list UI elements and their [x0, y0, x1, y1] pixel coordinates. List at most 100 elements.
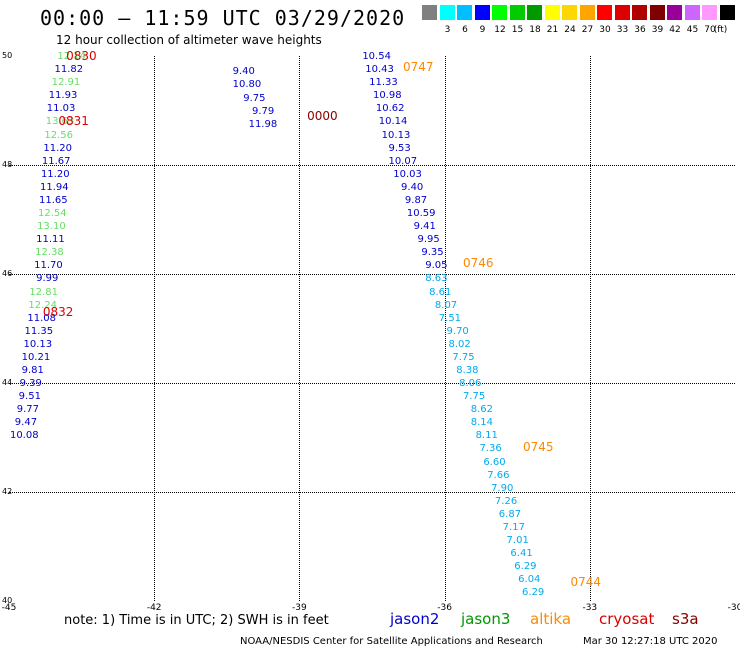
- color-scale-swatch: [474, 5, 490, 20]
- wave-height-value: 11.20: [40, 168, 70, 180]
- wave-height-value: 10.14: [378, 116, 408, 128]
- wave-height-value: 9.39: [19, 378, 42, 390]
- wave-height-value: 7.26: [494, 495, 518, 507]
- wave-height-value: 9.05: [425, 260, 448, 272]
- color-scale-swatch: [684, 5, 700, 20]
- wave-height-value: 9.40: [401, 181, 424, 193]
- wave-height-value: 13.10: [37, 221, 66, 233]
- color-scale-swatch: [632, 5, 647, 20]
- wave-height-value: 9.53: [388, 142, 411, 154]
- longitude-tick-label: -30: [727, 603, 740, 613]
- wave-height-value: 8.07: [434, 299, 458, 311]
- wave-height-value: 9.77: [16, 404, 39, 416]
- pass-time-label: 0744: [570, 575, 601, 590]
- wave-height-value: 8.38: [456, 365, 479, 376]
- wave-height-value: 12.56: [44, 129, 73, 141]
- wave-height-value: 12.54: [38, 208, 67, 220]
- latitude-tick-label: 40: [2, 596, 13, 605]
- wave-height-value: 11.03: [46, 103, 76, 115]
- wave-height-value: 8.62: [470, 404, 493, 416]
- color-scale-tick: 15: [511, 25, 524, 35]
- wave-height-value: 10.59: [406, 208, 436, 220]
- longitude-grid-line: [444, 56, 446, 601]
- wave-height-value: 9.99: [36, 273, 59, 285]
- wave-height-value: 7.17: [502, 521, 525, 533]
- wave-height-value: 7.66: [487, 469, 510, 481]
- color-scale-tick: 45: [686, 25, 699, 35]
- wave-height-value: 11.08: [27, 312, 57, 324]
- wave-height-value: 11.82: [54, 64, 84, 76]
- color-scale-tick: 6: [462, 25, 468, 35]
- color-scale-tick: 24: [564, 25, 576, 35]
- longitude-grid-line: [154, 56, 156, 601]
- wave-height-value: 10.98: [372, 90, 402, 102]
- legend-item-jason3: jason3: [461, 610, 511, 628]
- wave-height-value: 10.13: [381, 129, 411, 141]
- wave-height-value: 10.07: [388, 155, 418, 167]
- longitude-tick-label: -42: [146, 603, 162, 613]
- color-scale-swatch: [544, 5, 560, 20]
- wave-height-value: 7.51: [438, 312, 462, 324]
- color-scale-swatch: [457, 5, 472, 20]
- wave-height-value: 10.54: [362, 51, 391, 63]
- wave-height-value: 8.61: [429, 286, 452, 298]
- color-scale-swatch: [614, 5, 630, 20]
- longitude-grid-line: [589, 56, 591, 601]
- page-title: 00:00 – 11:59 UTC 03/29/2020: [40, 6, 406, 30]
- latitude-grid-line: [9, 274, 735, 275]
- color-scale-tick: 42: [669, 25, 681, 35]
- wave-height-value: 11.98: [248, 118, 278, 130]
- wave-height-map: -45 -42 -39 -36 -33 -30 40 42 44 46 48 50 12.14 11.82…: [2, 49, 740, 613]
- wave-height-value: 9.87: [404, 194, 428, 206]
- pass-time-label: 0832: [42, 305, 74, 320]
- wave-height-value: 6.04: [518, 574, 541, 586]
- legend-item-altika: altika: [530, 610, 572, 628]
- wave-height-value: 8.02: [448, 338, 471, 350]
- wave-height-value: 7.01: [506, 535, 529, 547]
- color-scale-swatch: [492, 5, 507, 20]
- longitude-grid-line: [299, 56, 301, 601]
- wave-height-value: 12.24: [28, 299, 57, 311]
- legend-item-s3a: s3a: [672, 610, 699, 628]
- color-scale-unit: (ft): [713, 25, 728, 35]
- latitude-tick-label: 46: [2, 269, 13, 278]
- wave-height-value: 10.43: [365, 64, 394, 76]
- wave-height-value: 6.29: [522, 587, 545, 599]
- wave-height-value: 11.93: [48, 90, 78, 102]
- wave-height-value: 13.63: [45, 116, 75, 128]
- wave-height-value: 10.21: [21, 351, 51, 363]
- wave-height-value: 8.14: [470, 417, 493, 429]
- wave-height-value: 9.95: [417, 234, 440, 246]
- wave-height-value: 7.36: [479, 443, 502, 455]
- page-subtitle: 12 hour collection of altimeter wave hei…: [56, 33, 322, 47]
- wave-height-value: 11.65: [39, 194, 68, 206]
- wave-height-value: 11.70: [34, 260, 63, 272]
- latitude-tick-label: 50: [2, 51, 13, 60]
- color-scale-swatch: [527, 5, 542, 20]
- color-scale-tick: 39: [651, 25, 664, 35]
- wave-height-value: 10.08: [9, 430, 39, 442]
- color-scale-tick: 70: [704, 25, 716, 35]
- color-scale-tick: 3: [444, 25, 451, 35]
- pass-time-label: 0831: [58, 114, 89, 129]
- wave-height-value: 9.70: [446, 325, 469, 337]
- color-scale-tick: 36: [634, 25, 646, 35]
- color-scale-swatch: [667, 5, 682, 20]
- wave-height-value: 8.11: [475, 430, 498, 442]
- color-scale-swatch: [439, 5, 455, 20]
- latitude-grid-line: [9, 492, 735, 493]
- wave-height-value: 7.75: [462, 391, 486, 403]
- wave-height-value: 7.75: [452, 351, 475, 363]
- color-scale-tick: 33: [616, 25, 629, 35]
- generated-timestamp: Mar 30 12:27:18 UTC 2020: [583, 636, 718, 647]
- pass-time-label: 0746: [462, 256, 494, 271]
- wave-height-value: 10.80: [232, 79, 262, 91]
- wave-height-value: 12.91: [51, 77, 81, 89]
- latitude-grid-line: [9, 165, 735, 166]
- wave-height-value: 12.81: [29, 286, 58, 298]
- color-scale-tick: 30: [599, 25, 611, 35]
- color-scale-swatch: [579, 5, 595, 20]
- wave-height-value: 9.81: [21, 365, 44, 376]
- wave-height-value: 9.47: [14, 417, 38, 429]
- wave-height-value: 8.63: [425, 273, 448, 285]
